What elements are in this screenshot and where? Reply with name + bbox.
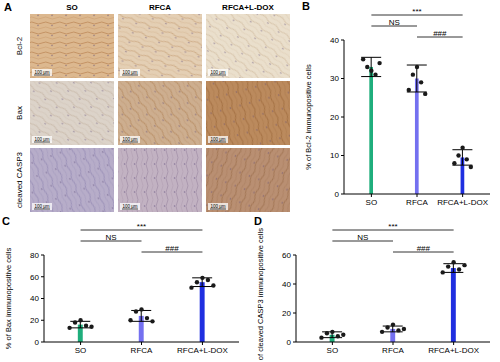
- svg-text:###: ###: [433, 29, 447, 38]
- svg-text:20: 20: [30, 316, 39, 325]
- svg-text:0: 0: [335, 190, 340, 199]
- svg-text:RFCA: RFCA: [131, 346, 153, 355]
- svg-text:RFCA+L-DOX: RFCA+L-DOX: [437, 198, 489, 207]
- svg-text:SO: SO: [66, 3, 78, 12]
- svg-text:A: A: [8, 1, 12, 13]
- svg-text:100 μm: 100 μm: [122, 137, 137, 142]
- svg-text:20: 20: [282, 309, 291, 318]
- svg-text:RFCA+L-DOX: RFCA+L-DOX: [177, 346, 229, 355]
- svg-text:60: 60: [30, 273, 39, 282]
- svg-text:100 μm: 100 μm: [210, 204, 225, 209]
- svg-text:SO: SO: [75, 346, 87, 355]
- svg-text:100 μm: 100 μm: [210, 137, 225, 142]
- svg-text:***: ***: [388, 222, 397, 231]
- svg-text:NS: NS: [105, 233, 116, 242]
- svg-text:40: 40: [330, 36, 339, 45]
- svg-text:Bax: Bax: [15, 106, 24, 120]
- svg-text:100 μm: 100 μm: [34, 204, 49, 209]
- svg-text:***: ***: [137, 222, 146, 231]
- svg-text:100 μm: 100 μm: [122, 70, 137, 75]
- svg-text:###: ###: [417, 244, 431, 253]
- svg-text:RFCA: RFCA: [406, 198, 428, 207]
- html-text:C: C: [2, 215, 10, 227]
- svg-text:80: 80: [30, 251, 39, 260]
- svg-text:RFCA: RFCA: [149, 3, 171, 12]
- svg-text:100 μm: 100 μm: [34, 137, 49, 142]
- svg-text:cleaved CASP3: cleaved CASP3: [15, 151, 24, 208]
- svg-text:% of Bcl-2 immunopositive cell: % of Bcl-2 immunopositive cells: [304, 64, 313, 170]
- svg-text:100 μm: 100 μm: [122, 204, 137, 209]
- svg-text:30: 30: [330, 74, 339, 83]
- svg-text:NS: NS: [357, 233, 368, 242]
- html-text:B: B: [302, 0, 310, 12]
- svg-text:RFCA: RFCA: [382, 346, 404, 355]
- svg-text:100 μm: 100 μm: [210, 70, 225, 75]
- svg-text:RFCA+L-DOX: RFCA+L-DOX: [222, 3, 274, 12]
- svg-text:SO: SO: [327, 346, 339, 355]
- svg-text:***: ***: [412, 7, 421, 16]
- svg-text:% of Bax immunopositive cells: % of Bax immunopositive cells: [8, 248, 13, 350]
- svg-text:% of cleaved CASP3 immunoposit: % of cleaved CASP3 immunopositive cells: [256, 228, 265, 360]
- svg-text:###: ###: [165, 244, 179, 253]
- svg-text:NS: NS: [389, 18, 400, 27]
- svg-text:100 μm: 100 μm: [34, 70, 49, 75]
- svg-text:SO: SO: [366, 198, 378, 207]
- svg-text:Bcl-2: Bcl-2: [15, 36, 24, 55]
- svg-text:20: 20: [330, 113, 339, 122]
- html-text:D: D: [254, 215, 262, 227]
- svg-text:0: 0: [35, 338, 40, 347]
- svg-text:RFCA+L-DOX: RFCA+L-DOX: [428, 346, 480, 355]
- svg-text:0: 0: [287, 338, 292, 347]
- svg-text:60: 60: [282, 251, 291, 260]
- svg-text:40: 40: [282, 280, 291, 289]
- svg-text:10: 10: [330, 151, 339, 160]
- svg-text:40: 40: [30, 294, 39, 303]
